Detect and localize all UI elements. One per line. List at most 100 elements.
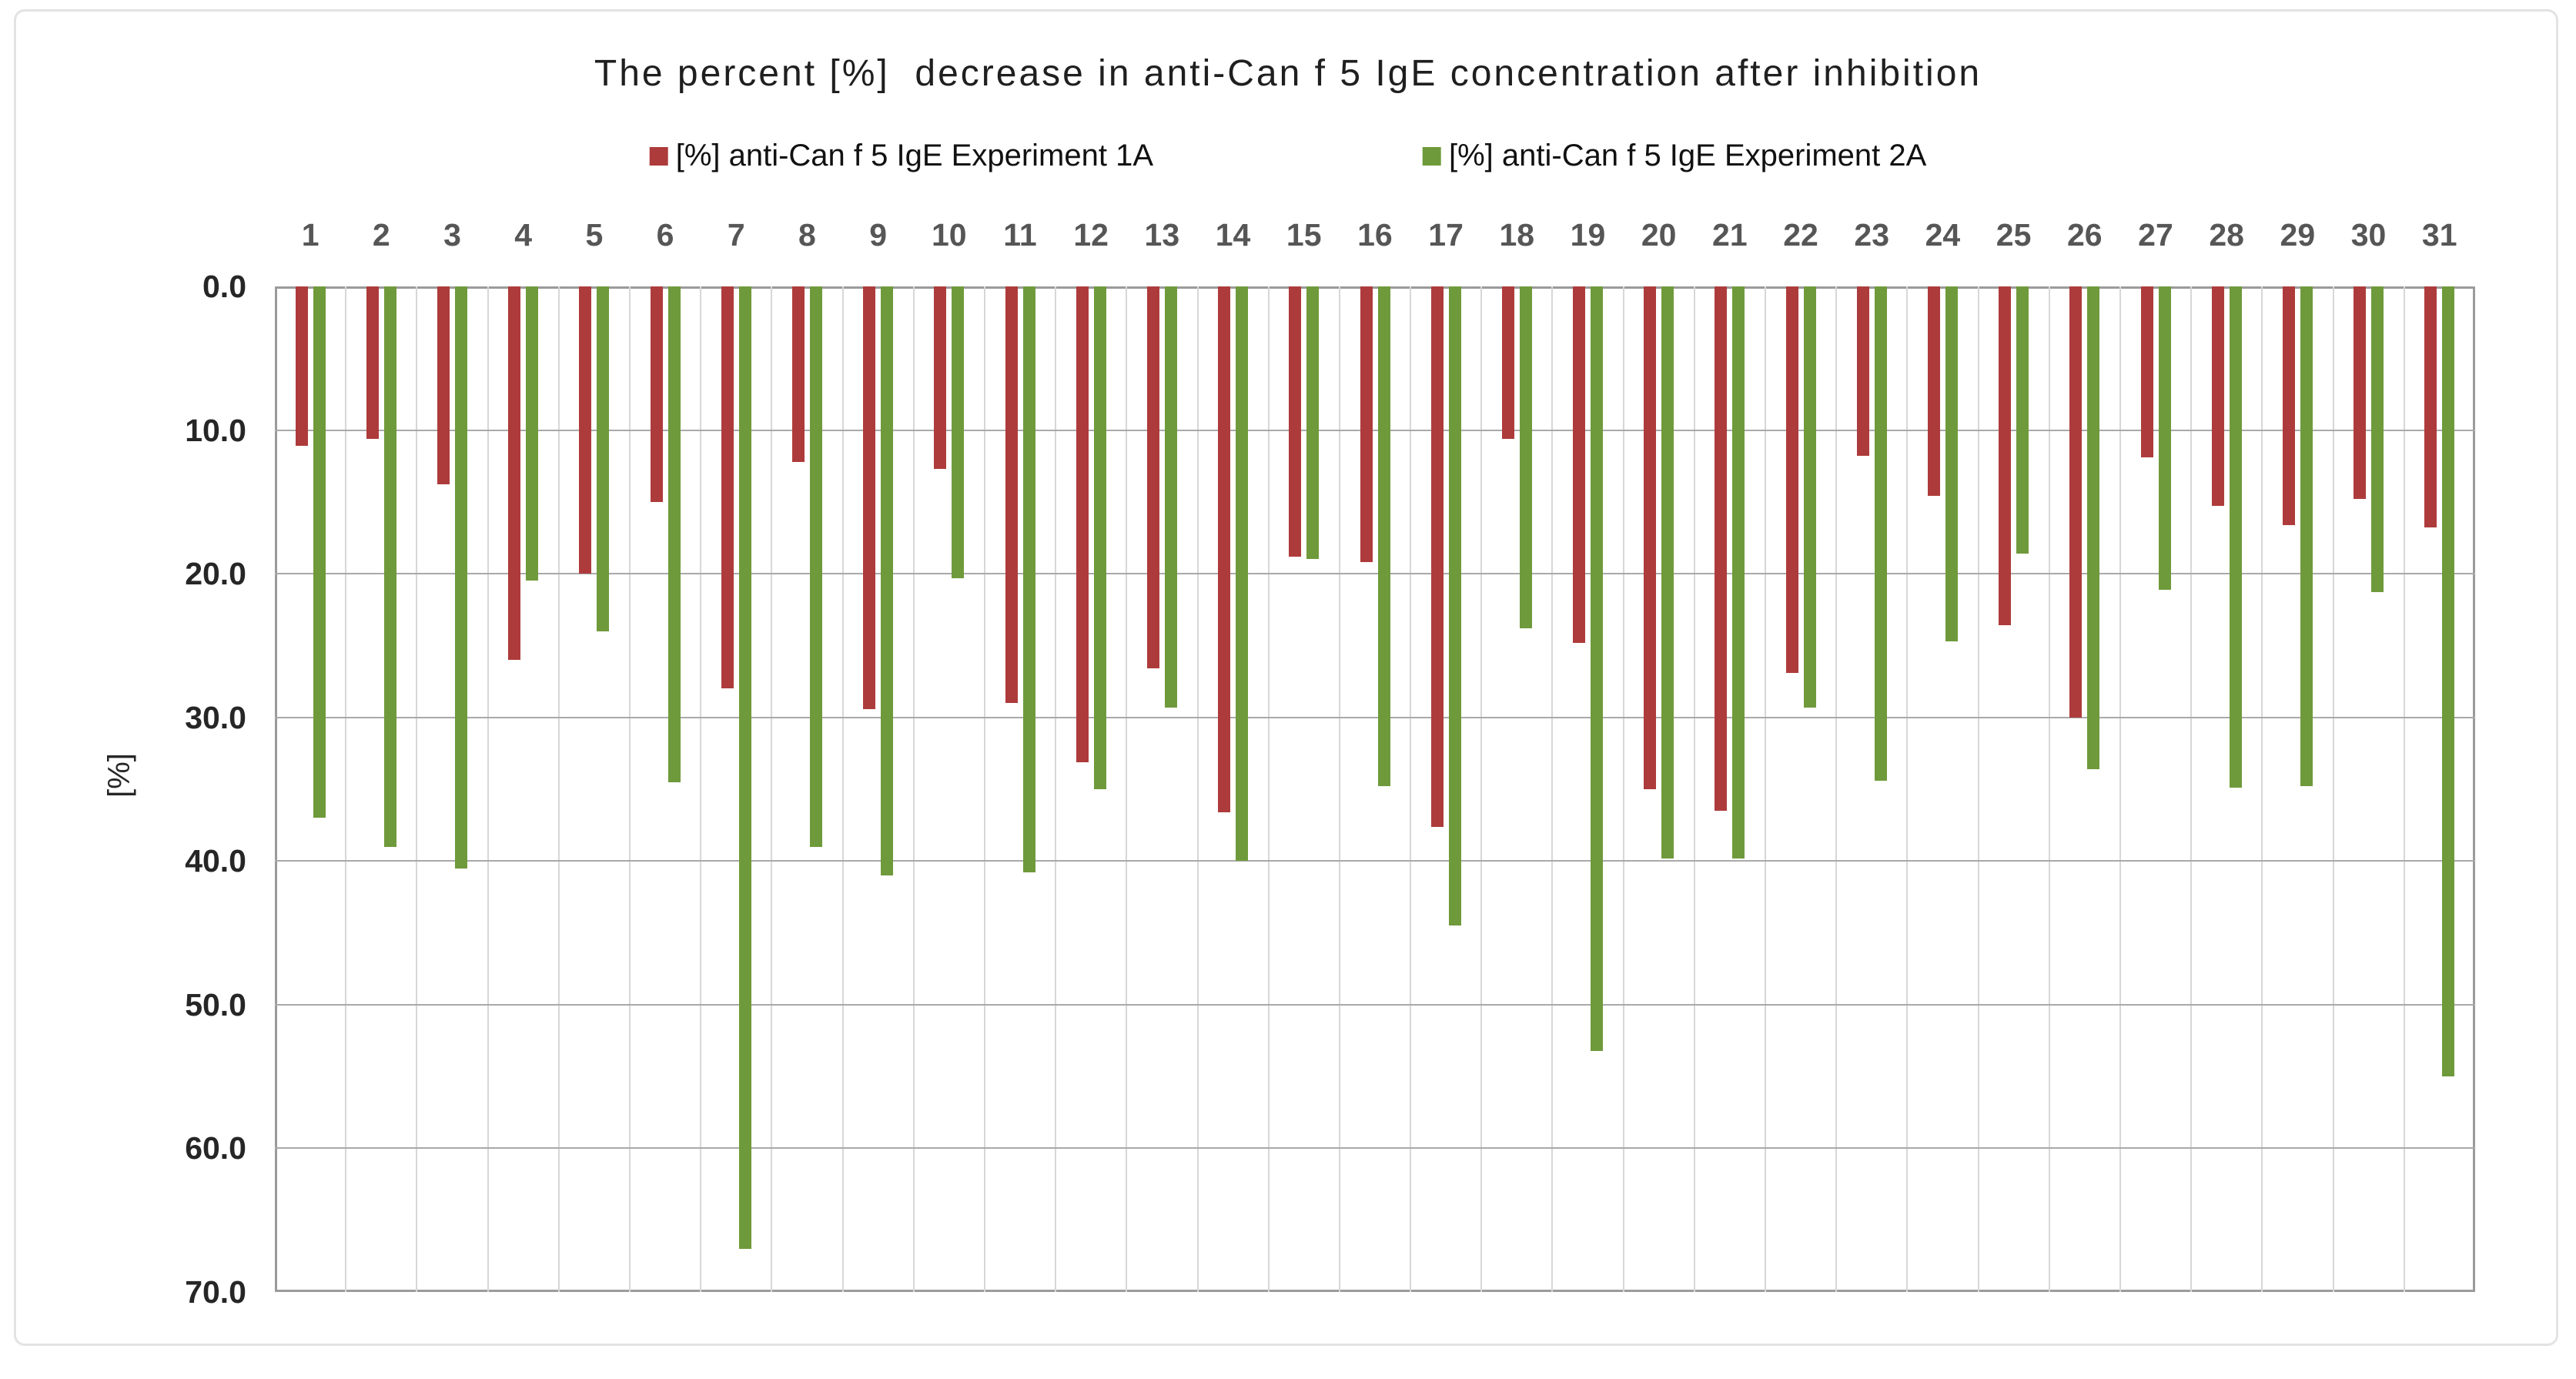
y-tick-label-70.0: 70.0	[185, 1274, 246, 1310]
x-tick-label-13: 13	[1144, 217, 1180, 253]
gridline-vertical	[1410, 286, 1412, 1292]
y-tick-label-40.0: 40.0	[185, 843, 246, 879]
legend-item-exp2a: [%] anti-Can f 5 IgE Experiment 2A	[1423, 139, 1926, 173]
gridline-vertical	[2119, 286, 2122, 1292]
x-tick-label-25: 25	[1996, 217, 2032, 253]
x-tick-label-28: 28	[2209, 217, 2244, 253]
x-tick-label-23: 23	[1854, 217, 1890, 253]
gridline-vertical	[1977, 286, 1979, 1292]
x-tick-label-26: 26	[2066, 217, 2103, 253]
gridline-horizontal	[275, 1003, 2475, 1006]
bar-exp1a-cat-22	[1785, 286, 1798, 673]
y-tick-label-60.0: 60.0	[185, 1130, 246, 1166]
x-tick-label-16: 16	[1357, 217, 1393, 253]
bar-exp2a-cat-12	[1093, 286, 1106, 789]
y-tick-label-0.0: 0.0	[202, 269, 246, 304]
bar-exp2a-cat-8	[809, 286, 822, 847]
bar-exp1a-cat-24	[1928, 286, 1941, 497]
gridline-vertical	[771, 286, 773, 1292]
bar-exp2a-cat-11	[1022, 286, 1035, 873]
bar-exp1a-cat-9	[863, 286, 876, 709]
bar-exp2a-cat-4	[526, 286, 539, 581]
x-tick-label-2: 2	[372, 217, 390, 253]
legend-marker-exp2a-icon	[1423, 146, 1441, 166]
bar-exp2a-cat-13	[1164, 286, 1177, 708]
gridline-vertical	[416, 286, 418, 1292]
gridline-vertical	[841, 286, 844, 1292]
gridline-vertical	[2190, 286, 2193, 1292]
y-tick-label-20.0: 20.0	[185, 556, 246, 592]
x-tick-label-7: 7	[727, 217, 745, 253]
x-tick-label-31: 31	[2421, 217, 2457, 253]
y-tick-label-30.0: 30.0	[185, 699, 246, 735]
gridline-horizontal	[275, 1147, 2475, 1150]
bar-exp2a-cat-1	[313, 286, 326, 818]
bar-exp1a-cat-11	[1005, 286, 1018, 704]
bar-exp1a-cat-25	[1999, 286, 2012, 626]
bar-exp2a-cat-19	[1591, 286, 1604, 1051]
gridline-vertical	[628, 286, 631, 1292]
bar-exp2a-cat-24	[1945, 286, 1959, 641]
legend-label-exp1a: [%] anti-Can f 5 IgE Experiment 1A	[675, 139, 1153, 172]
bar-exp2a-cat-27	[2158, 286, 2171, 590]
bar-exp2a-cat-7	[738, 286, 751, 1250]
gridline-horizontal	[275, 429, 2475, 431]
x-tick-label-15: 15	[1286, 217, 1322, 253]
x-tick-label-21: 21	[1712, 217, 1748, 253]
bar-exp2a-cat-26	[2087, 286, 2100, 769]
bar-exp1a-cat-16	[1360, 286, 1373, 563]
x-tick-label-24: 24	[1925, 217, 1961, 253]
gridline-vertical	[487, 286, 489, 1292]
panel-border	[14, 9, 2558, 1346]
gridline-vertical	[1196, 286, 1199, 1292]
x-tick-label-1: 1	[301, 217, 319, 253]
gridline-vertical	[1906, 286, 1909, 1292]
gridline-vertical	[983, 286, 985, 1292]
bar-exp1a-cat-7	[721, 286, 734, 689]
gridline-vertical	[345, 286, 347, 1292]
bar-exp1a-cat-31	[2424, 286, 2437, 528]
x-tick-label-27: 27	[2138, 217, 2173, 253]
legend-item-exp1a: [%] anti-Can f 5 IgE Experiment 1A	[649, 139, 1153, 173]
bar-exp1a-cat-18	[1501, 286, 1514, 439]
gridline-horizontal	[275, 716, 2475, 718]
x-tick-label-4: 4	[514, 217, 533, 253]
gridline-vertical	[1267, 286, 1270, 1292]
bar-exp2a-cat-5	[597, 286, 610, 631]
gridline-vertical	[912, 286, 915, 1292]
legend-marker-exp1a-icon	[649, 146, 668, 166]
bar-exp2a-cat-16	[1377, 286, 1390, 787]
gridline-horizontal	[275, 573, 2475, 575]
x-tick-label-18: 18	[1499, 217, 1535, 253]
bar-exp1a-cat-30	[2354, 286, 2367, 500]
x-tick-label-19: 19	[1570, 217, 1606, 253]
gridline-vertical	[1480, 286, 1483, 1292]
bar-exp1a-cat-5	[579, 286, 592, 574]
gridline-vertical	[2048, 286, 2050, 1292]
bar-exp2a-cat-14	[1236, 286, 1249, 862]
legend-label-exp2a: [%] anti-Can f 5 IgE Experiment 2A	[1449, 139, 1927, 172]
bar-exp2a-cat-2	[383, 286, 396, 847]
gridline-vertical	[2403, 286, 2405, 1292]
bar-exp1a-cat-21	[1715, 286, 1728, 811]
bar-exp1a-cat-3	[437, 286, 450, 485]
x-tick-label-5: 5	[585, 217, 604, 253]
bar-exp2a-cat-20	[1661, 286, 1674, 859]
gridline-vertical	[1338, 286, 1340, 1292]
bar-exp1a-cat-2	[366, 286, 379, 439]
y-tick-label-50.0: 50.0	[185, 986, 246, 1023]
bar-exp2a-cat-30	[2371, 286, 2384, 593]
gridline-vertical	[1126, 286, 1128, 1292]
gridline-vertical	[2261, 286, 2263, 1292]
bar-exp1a-cat-6	[650, 286, 663, 502]
bar-exp2a-cat-10	[952, 286, 965, 578]
x-tick-label-17: 17	[1428, 217, 1464, 253]
bar-exp2a-cat-21	[1732, 286, 1745, 859]
x-tick-label-11: 11	[1003, 217, 1037, 253]
bar-exp2a-cat-15	[1306, 286, 1320, 560]
bar-exp1a-cat-27	[2140, 286, 2153, 458]
bar-exp2a-cat-23	[1874, 286, 1887, 781]
gridline-vertical	[2332, 286, 2334, 1292]
bar-exp1a-cat-8	[791, 286, 805, 462]
bar-exp2a-cat-3	[454, 286, 467, 869]
